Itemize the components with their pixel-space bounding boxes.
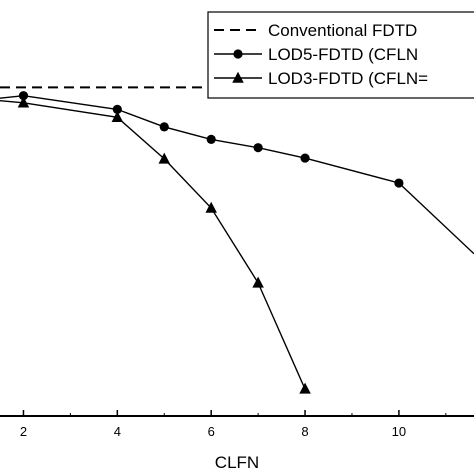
x-tick-label-4: 4 <box>114 424 121 439</box>
series-2-point-2 <box>18 91 29 101</box>
series-2-point-6 <box>253 143 263 153</box>
series-3-point-5 <box>205 201 217 213</box>
x-tick-label-6: 6 <box>208 424 215 439</box>
legend-box <box>207 11 474 99</box>
series-3-point-2 <box>17 96 30 108</box>
x-tick-label-2: 2 <box>20 424 27 439</box>
series-3-point-3 <box>111 111 124 123</box>
series-2-point-5 <box>206 134 216 144</box>
legend-label-1: Conventional FDTD <box>268 21 417 40</box>
x-axis-title: CLFN <box>215 453 259 472</box>
series-3-point-6 <box>252 276 264 288</box>
series-2-point-7 <box>300 153 310 163</box>
series-3-point-4 <box>158 152 171 164</box>
legend-label-3: LOD3-FDTD (CFLN= <box>268 69 428 88</box>
legend-marker-2 <box>233 49 243 59</box>
x-tick-label-10: 10 <box>392 424 406 439</box>
series-layer <box>0 86 474 394</box>
series-3-point-7 <box>299 382 311 394</box>
series-2-point-8 <box>394 178 404 188</box>
series-2-point-3 <box>112 104 122 115</box>
x-tick-label-8: 8 <box>301 424 308 439</box>
legend: Conventional FDTD LOD5-FDTD (CFLN LOD3-FDT… <box>207 11 474 99</box>
legend-marker-3 <box>232 71 244 83</box>
ticks-layer: 2 4 6 8 10 <box>20 410 447 439</box>
legend-label-2: LOD5-FDTD (CFLN <box>268 45 418 64</box>
series-2-point-4 <box>159 122 169 132</box>
